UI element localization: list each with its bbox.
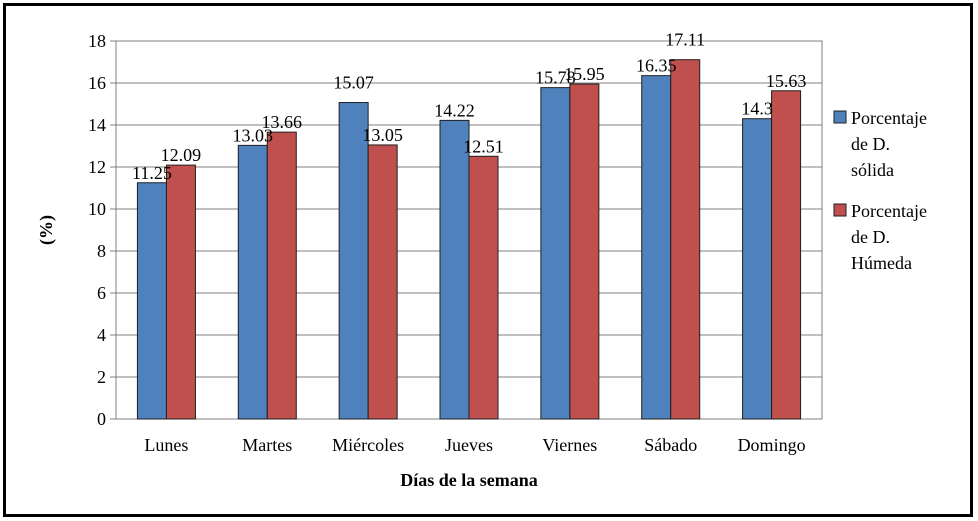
y-axis-title: (%) <box>36 215 57 245</box>
y-tick-label: 12 <box>88 157 106 177</box>
bar-solida <box>742 118 773 420</box>
data-label: 15.63 <box>766 71 807 91</box>
legend-label: Húmeda <box>851 253 912 273</box>
data-label: 12.09 <box>161 145 202 165</box>
bar-solida <box>136 182 167 420</box>
x-tick-label: Miércoles <box>332 435 404 455</box>
x-tick-label: Domingo <box>738 435 806 455</box>
legend-label: Porcentaje <box>851 108 927 128</box>
bar-solida <box>540 87 571 420</box>
legend-label: de D. <box>851 227 890 247</box>
y-axis-ticks: 0 2 4 6 8 10 12 14 16 18 <box>88 31 116 429</box>
data-label: 11.25 <box>132 163 172 183</box>
x-tick-label: Martes <box>242 435 292 455</box>
y-tick-label: 10 <box>88 199 106 219</box>
y-tick-label: 6 <box>97 283 106 303</box>
y-tick-label: 18 <box>88 31 106 51</box>
bar-humeda <box>367 144 398 420</box>
y-tick-label: 16 <box>88 73 106 93</box>
legend: Porcentaje de D. sólida Porcentaje de D. Húme… <box>833 108 927 273</box>
legend-label: sólida <box>851 160 894 180</box>
x-tick-label: Lunes <box>144 435 188 455</box>
data-label: 14.22 <box>434 100 475 120</box>
data-label: 13.03 <box>233 125 274 145</box>
bar-humeda <box>569 83 600 420</box>
bar-humeda <box>468 155 499 420</box>
x-tick-label: Sábado <box>644 435 697 455</box>
bar-solida <box>338 102 369 420</box>
bar-solida <box>237 144 268 420</box>
legend-swatch <box>833 110 847 124</box>
data-label: 13.05 <box>362 125 403 145</box>
y-tick-label: 2 <box>97 367 106 387</box>
data-label: 14.3 <box>741 99 773 119</box>
data-label: 15.95 <box>564 64 605 84</box>
data-label: 17.11 <box>665 30 705 50</box>
bar-solida <box>439 119 470 420</box>
x-axis-ticks: Lunes Martes Miércoles Jueves Viernes Sábado D… <box>144 435 805 455</box>
x-axis-title: Días de la semana <box>400 470 538 490</box>
bar-humeda <box>771 90 802 420</box>
x-tick-label: Jueves <box>445 435 493 455</box>
data-label: 13.66 <box>262 112 303 132</box>
x-tick-label: Viernes <box>542 435 597 455</box>
data-label: 15.07 <box>333 73 374 93</box>
bar-humeda <box>165 164 196 420</box>
y-tick-label: 0 <box>97 409 106 429</box>
y-tick-label: 8 <box>97 241 106 261</box>
data-label: 15.78 <box>535 68 576 88</box>
bars <box>136 59 802 420</box>
bar-humeda <box>670 59 701 420</box>
legend-label: Porcentaje <box>851 201 927 221</box>
bar-solida <box>641 75 672 420</box>
bar-humeda <box>266 131 297 420</box>
data-label: 12.51 <box>463 136 504 156</box>
legend-label: de D. <box>851 134 890 154</box>
data-label: 16.35 <box>636 56 677 76</box>
y-tick-label: 4 <box>97 325 106 345</box>
legend-swatch <box>833 203 847 217</box>
y-tick-label: 14 <box>88 115 106 135</box>
